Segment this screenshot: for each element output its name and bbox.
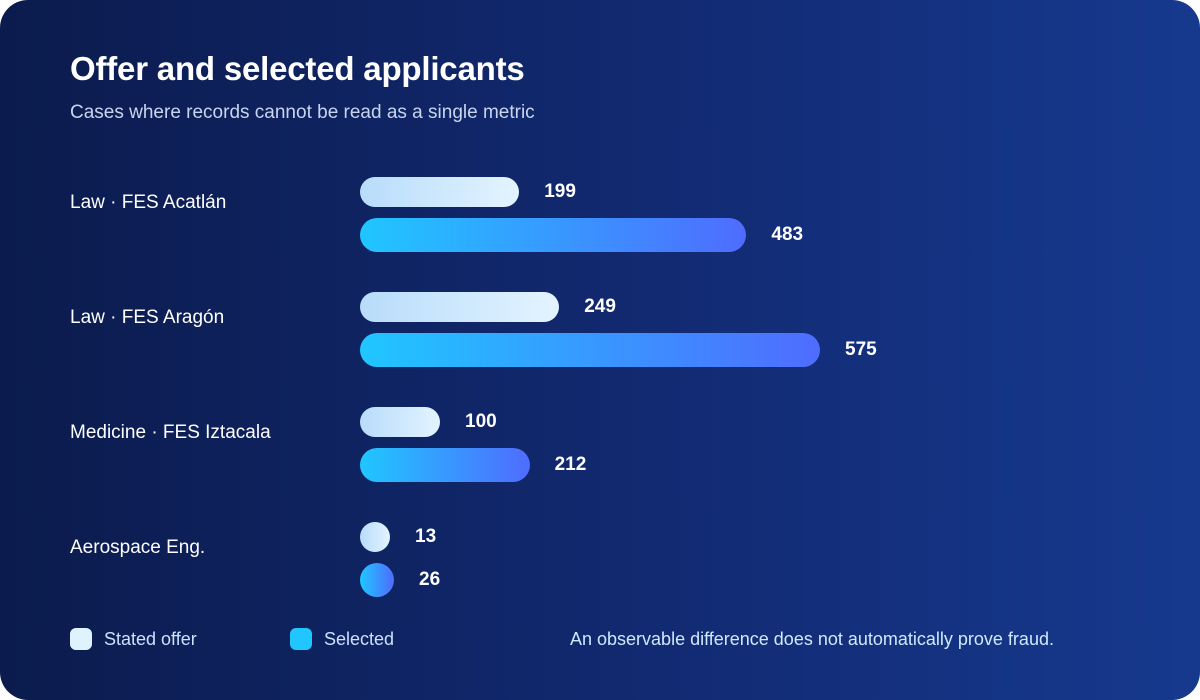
value-label-stated-offer-law-fes-acatl-n: 199 bbox=[544, 181, 576, 202]
value-label-stated-offer-law-fes-arag-n: 249 bbox=[584, 296, 616, 317]
bar-stated-offer-law-fes-acatl-n bbox=[360, 177, 520, 207]
chart-footnote: An observable difference does not automa… bbox=[570, 629, 1054, 649]
category-label-medicine-fes-iztacala: Medicine · FES Iztacala bbox=[70, 422, 271, 443]
category-label-law-fes-acatl-n: Law · FES Acatlán bbox=[70, 192, 227, 213]
value-label-selected-aerospace-eng: 26 bbox=[419, 569, 441, 590]
bar-selected-law-fes-arag-n bbox=[360, 333, 820, 367]
value-label-stated-offer-medicine-fes-iztacala: 100 bbox=[465, 411, 497, 432]
bar-stated-offer-medicine-fes-iztacala bbox=[360, 407, 440, 437]
bar-selected-medicine-fes-iztacala bbox=[360, 448, 530, 482]
value-label-selected-medicine-fes-iztacala: 212 bbox=[554, 454, 587, 475]
legend-swatch-stated-offer bbox=[70, 628, 92, 650]
category-label-law-fes-arag-n: Law · FES Aragón bbox=[70, 307, 225, 328]
bar-stated-offer-law-fes-arag-n bbox=[360, 292, 560, 322]
value-label-selected-law-fes-acatl-n: 483 bbox=[771, 224, 804, 245]
value-label-selected-law-fes-arag-n: 575 bbox=[845, 339, 877, 360]
bar-selected-aerospace-eng bbox=[360, 563, 394, 597]
legend-label-selected: Selected bbox=[324, 629, 395, 649]
category-label-aerospace-eng: Aerospace Eng. bbox=[70, 537, 206, 558]
legend-swatch-selected bbox=[290, 628, 312, 650]
legend-label-stated-offer: Stated offer bbox=[104, 629, 197, 649]
bar-selected-law-fes-acatl-n bbox=[360, 218, 747, 252]
chart-title: Offer and selected applicants bbox=[70, 50, 525, 87]
value-label-stated-offer-aerospace-eng: 13 bbox=[415, 526, 437, 547]
bar-stated-offer-aerospace-eng bbox=[360, 522, 390, 552]
chart-subtitle: Cases where records cannot be read as a … bbox=[70, 102, 535, 123]
